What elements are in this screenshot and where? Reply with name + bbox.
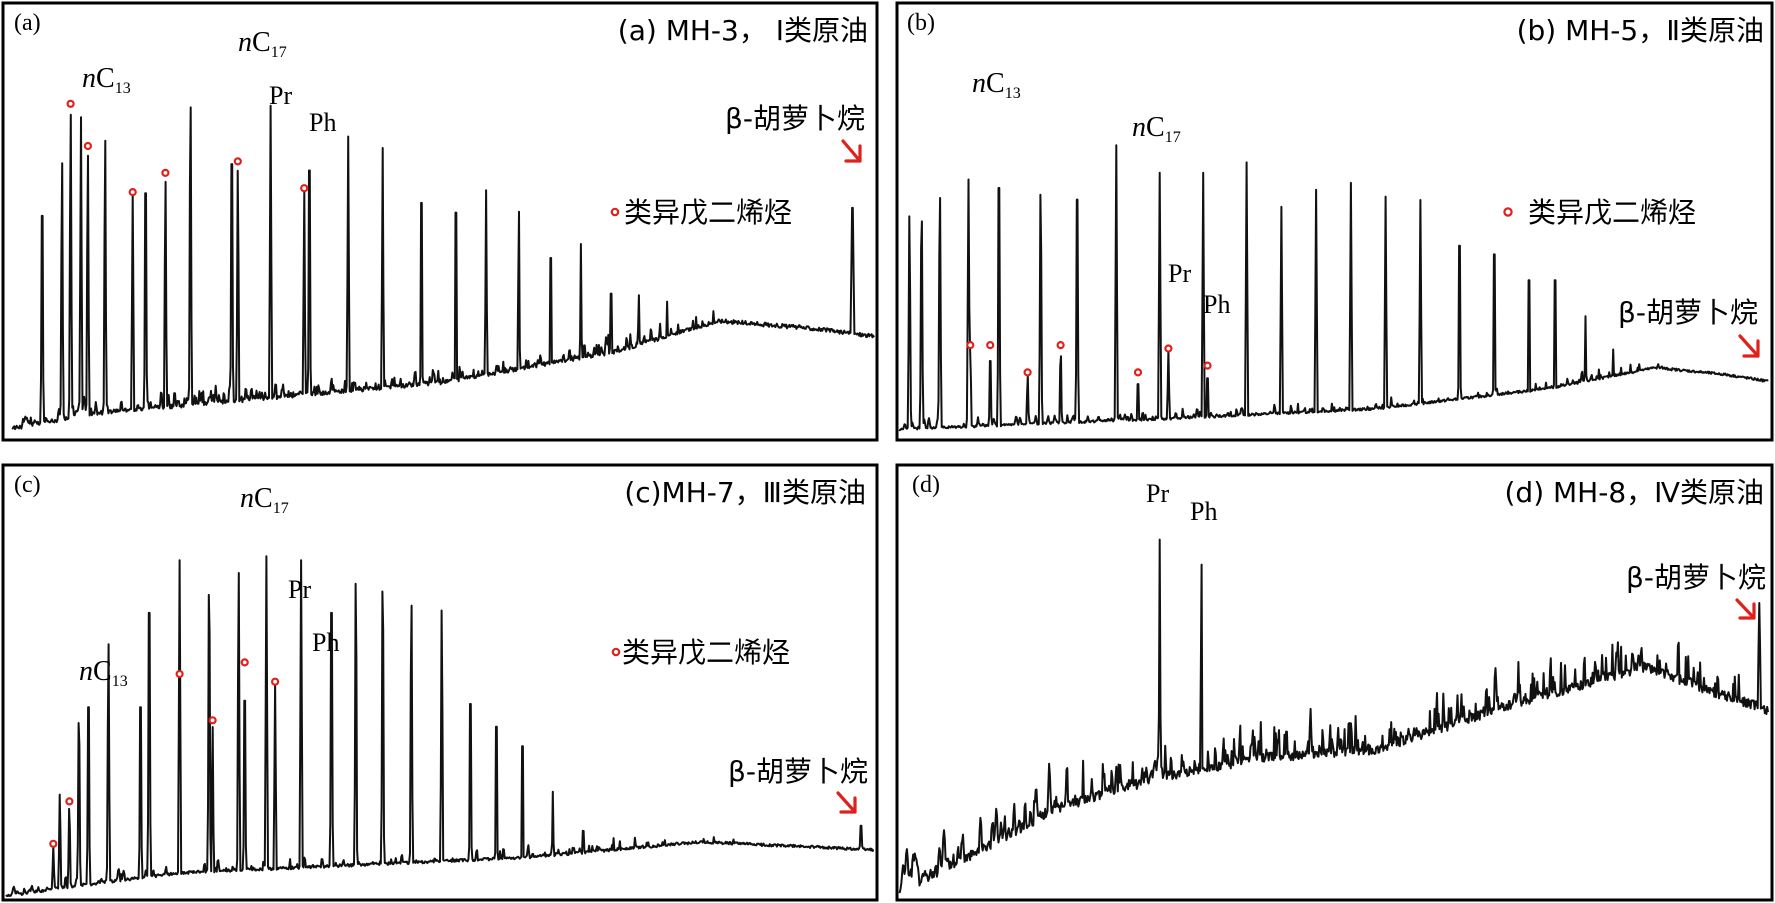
- isoprenoid-marker-a-2: [128, 188, 137, 197]
- isoprenoid-marker-c-1: [65, 797, 74, 806]
- panel-c-label-pr: Pr: [288, 575, 311, 604]
- chromatogram-trace-b: [898, 144, 1769, 432]
- panel-b-frame: [895, 1, 1774, 442]
- panel-c-beta-label: β-胡萝卜烷: [728, 755, 868, 788]
- panel-a-legend-marker: [610, 207, 620, 217]
- chromatogram-trace-d: [898, 538, 1769, 894]
- isoprenoid-marker-b-0: [966, 341, 975, 350]
- isoprenoid-marker-a-1: [83, 141, 93, 151]
- panel-d-beta-label: β-胡萝卜烷: [1626, 561, 1766, 594]
- isoprenoid-marker-c-0: [49, 839, 58, 848]
- panel-b-beta-arrow: [1738, 334, 1760, 358]
- panel-b-label-nc13: nC13: [972, 68, 1021, 102]
- panel-c-legend: 类异戊二烯烃: [622, 636, 790, 669]
- panel-d-label-ph: Ph: [1190, 497, 1217, 526]
- panel-d-letter: (d): [912, 472, 940, 498]
- panel-a-frame: [1, 1, 879, 442]
- panel-b-title: (b) MH-5，Ⅱ类原油: [1517, 14, 1764, 47]
- panel-a-beta-label: β-胡萝卜烷: [725, 102, 865, 135]
- panel-d-beta-arrow: [1735, 598, 1756, 620]
- isoprenoid-marker-b-2: [1023, 368, 1032, 377]
- panel-a-beta-arrow: [841, 139, 862, 163]
- panel-b-legend-marker: [1503, 207, 1513, 217]
- panel-c-legend-marker: [611, 647, 621, 657]
- isoprenoid-marker-b-5: [1164, 344, 1173, 353]
- panel-b-label-ph: Ph: [1203, 290, 1230, 319]
- chromatogram-trace-a: [11, 104, 875, 431]
- panel-a-letter: (a): [14, 10, 41, 36]
- panel-b-legend: 类异戊二烯烃: [1528, 196, 1696, 229]
- panel-d-title: (d) MH-8，Ⅳ类原油: [1505, 476, 1765, 509]
- panel-a-legend: 类异戊二烯烃: [624, 196, 792, 229]
- panel-c-letter: (c): [14, 472, 41, 498]
- isoprenoid-marker-a-4: [233, 157, 242, 166]
- panel-b-letter: (b): [907, 10, 935, 36]
- panel-b-label-nc17: nC17: [1132, 112, 1181, 146]
- isoprenoid-marker-a-5: [300, 184, 309, 193]
- panel-d-label-pr: Pr: [1146, 479, 1169, 508]
- panel-b-label-pr: Pr: [1168, 259, 1191, 288]
- panel-a-label-pr: Pr: [269, 81, 292, 110]
- panel-c-frame: [1, 463, 879, 902]
- panel-a-label-nc13: nC13: [82, 63, 131, 97]
- isoprenoid-marker-b-6: [1203, 361, 1212, 370]
- isoprenoid-marker-b-3: [1056, 341, 1065, 350]
- isoprenoid-marker-c-4: [240, 658, 249, 667]
- isoprenoid-marker-a-3: [161, 168, 170, 177]
- panel-b-beta-label: β-胡萝卜烷: [1618, 296, 1758, 329]
- isoprenoid-marker-b-4: [1133, 368, 1143, 377]
- panel-c-title: (c)MH-7，Ⅲ类原油: [624, 476, 866, 509]
- panel-c-label-ph: Ph: [312, 628, 339, 657]
- isoprenoid-marker-c-2: [175, 669, 184, 679]
- panel-c-label-nc13: nC13: [79, 656, 128, 690]
- isoprenoid-marker-a-0: [66, 99, 75, 108]
- panel-c-beta-arrow: [836, 791, 857, 814]
- panel-a-label-ph: Ph: [309, 108, 336, 137]
- isoprenoid-marker-c-3: [208, 716, 217, 725]
- chromatogram-trace-c: [5, 555, 875, 897]
- isoprenoid-marker-c-5: [271, 677, 280, 686]
- panel-d-frame: [895, 463, 1774, 902]
- panel-a-label-nc17: nC17: [238, 27, 287, 61]
- panel-c-label-nc17: nC17: [240, 483, 289, 517]
- panel-a-title: (a) MH-3， Ⅰ类原油: [618, 14, 868, 47]
- isoprenoid-marker-b-1: [986, 341, 995, 350]
